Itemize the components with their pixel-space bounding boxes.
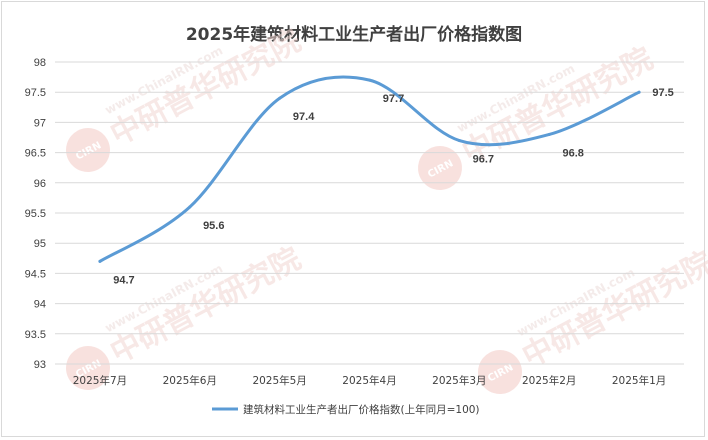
data-point	[457, 139, 461, 143]
data-label: 94.7	[113, 274, 134, 286]
series-layer	[98, 75, 641, 263]
data-point	[278, 96, 282, 100]
legend: 建筑材料工业生产者出厂价格指数(上年同月=100)	[212, 403, 480, 416]
data-label: 96.8	[563, 147, 584, 159]
data-label: 97.5	[652, 87, 673, 99]
y-tick-label: 95.5	[25, 208, 46, 220]
x-tick-label: 2025年1月	[612, 374, 666, 387]
data-point	[368, 78, 371, 82]
y-tick-label: 94.5	[25, 268, 46, 280]
x-tick-label: 2025年4月	[342, 374, 396, 387]
data-label: 95.6	[203, 220, 224, 232]
y-tick-label: 94	[34, 299, 46, 311]
legend-label: 建筑材料工业生产者出厂价格指数(上年同月=100)	[243, 403, 480, 416]
watermark-logo-circle	[66, 346, 110, 390]
x-axis: 2025年7月 2025年6月 2025年5月 2025年4月 2025年3月 2025年…	[73, 374, 667, 387]
y-tick-label: 97	[34, 117, 46, 129]
watermark-logo-circle	[418, 146, 462, 190]
y-tick-label: 98	[34, 57, 46, 69]
watermark-logo-circle	[66, 128, 110, 172]
y-tick-label: 93.5	[25, 329, 46, 341]
x-tick-label: 2025年6月	[163, 374, 217, 387]
watermark-logo-circle	[478, 350, 522, 394]
y-tick-label: 97.5	[25, 87, 46, 99]
x-tick-label: 2025年5月	[252, 374, 306, 387]
data-point	[98, 259, 102, 263]
data-labels: 94.7 95.6 97.4 97.7 96.7 96.8 97.5	[113, 87, 674, 286]
data-label: 97.4	[293, 111, 315, 123]
y-tick-label: 93	[34, 359, 46, 371]
x-tick-label: 2025年7月	[73, 374, 127, 387]
x-tick-label: 2025年3月	[432, 374, 486, 387]
data-label: 97.7	[383, 93, 404, 105]
x-tick-label: 2025年2月	[522, 374, 576, 387]
data-point	[547, 132, 551, 136]
data-label: 96.7	[473, 154, 494, 166]
y-axis: 93 93.5 94 94.5 95 95.5 96 96.5 97 97.5 98	[25, 57, 46, 371]
data-point	[188, 205, 192, 209]
y-tick-label: 96	[34, 178, 46, 190]
data-point	[637, 90, 641, 94]
y-tick-label: 96.5	[25, 148, 46, 160]
y-tick-label: 95	[34, 238, 46, 250]
chart-title: 2025年建筑材料工业生产者出厂价格指数图	[185, 25, 523, 45]
